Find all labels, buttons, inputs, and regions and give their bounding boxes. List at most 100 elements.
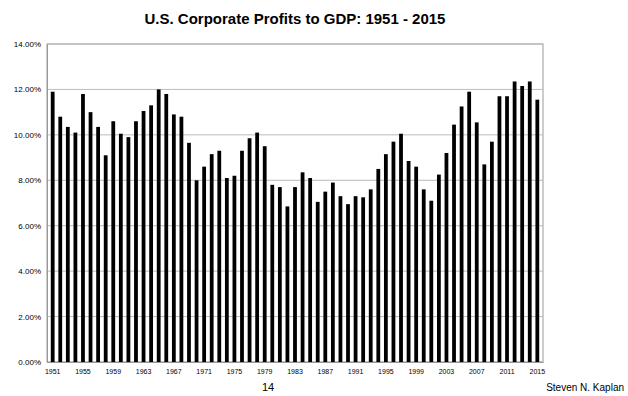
bar (172, 114, 176, 362)
bar (187, 143, 191, 362)
bar (513, 81, 517, 362)
bar (104, 155, 108, 362)
x-tick: 1955 (75, 362, 91, 375)
x-tick-label: 1951 (45, 368, 61, 375)
bar (498, 96, 502, 362)
y-tick: 14.00% (14, 40, 47, 49)
x-tick-label: 1971 (196, 368, 212, 375)
bar (293, 187, 297, 362)
bar (301, 172, 305, 362)
bar (66, 127, 70, 362)
bar (414, 167, 418, 362)
y-tick-label: 14.00% (14, 40, 41, 49)
bar (399, 134, 403, 362)
bar (51, 92, 55, 362)
x-tick-label: 2007 (469, 368, 485, 375)
x-tick-label: 1979 (257, 368, 273, 375)
x-tick-label: 2011 (499, 368, 514, 375)
x-tick-label: 1995 (378, 368, 394, 375)
bar (217, 151, 221, 362)
x-axis-line (48, 362, 544, 363)
bar (376, 169, 380, 362)
chart: U.S. Corporate Profits to GDP: 1951 - 20… (0, 0, 628, 396)
y-tick-label: 0.00% (18, 358, 41, 367)
bar (286, 206, 290, 362)
bar (233, 176, 237, 362)
bar (460, 106, 464, 362)
bar (96, 127, 100, 362)
bar (202, 167, 206, 362)
y-tick-label: 8.00% (18, 176, 41, 185)
annotation: Steven N. Kaplan (546, 382, 624, 393)
bar (475, 122, 479, 362)
bar (535, 100, 539, 362)
y-tick: 12.00% (14, 85, 47, 94)
bar (308, 178, 312, 362)
bar (74, 133, 78, 362)
y-tick: 6.00% (18, 222, 47, 231)
y-tick: 8.00% (18, 176, 47, 185)
bar (528, 81, 532, 362)
bar (149, 105, 153, 362)
y-tick: 0.00% (18, 358, 47, 367)
bar (339, 196, 343, 362)
bar (248, 138, 252, 362)
x-tick: 1971 (196, 362, 212, 375)
x-tick: 2007 (469, 362, 485, 375)
y-tick-label: 2.00% (18, 313, 41, 322)
bars (51, 81, 539, 362)
bar (437, 175, 441, 362)
bar (111, 121, 115, 362)
grid (47, 44, 543, 362)
y-tick: 10.00% (14, 131, 47, 140)
bar (323, 192, 327, 362)
x-tick-label: 1975 (227, 368, 243, 375)
bar (369, 189, 373, 362)
x-tick: 1963 (136, 362, 152, 375)
x-tick: 2015 (530, 362, 546, 375)
bar (354, 196, 358, 362)
bar (142, 111, 146, 362)
bar (270, 185, 274, 362)
bar (452, 125, 456, 362)
bar (255, 133, 259, 362)
x-tick-label: 1999 (408, 368, 424, 375)
grid-line (47, 89, 543, 90)
bar (210, 154, 214, 362)
annotation: 14 (262, 381, 274, 393)
bar (316, 202, 320, 362)
x-tick-label: 1963 (136, 368, 152, 375)
x-axis: 1951 1955 1959 1963 1967 1971 1975 1979 1983 1987… (45, 362, 545, 375)
bar (505, 96, 509, 362)
x-tick-label: 1983 (287, 368, 303, 375)
x-tick-label: 1967 (166, 368, 182, 375)
x-tick: 2011 (499, 362, 514, 375)
x-tick: 1991 (348, 362, 364, 375)
y-axis-line (47, 45, 48, 363)
bar (422, 189, 426, 362)
bar (240, 151, 244, 362)
y-tick: 2.00% (18, 313, 47, 322)
x-tick-label: 2003 (439, 368, 455, 375)
bar (361, 197, 365, 362)
y-tick-label: 10.00% (14, 131, 41, 140)
x-tick: 1987 (318, 362, 334, 375)
bar (407, 161, 411, 362)
bar (346, 204, 350, 362)
title: U.S. Corporate Profits to GDP: 1951 - 20… (145, 10, 446, 27)
plot-frame (47, 44, 543, 362)
bar (490, 142, 494, 362)
bar (89, 112, 93, 362)
bar (467, 92, 471, 362)
bar (384, 154, 388, 362)
x-tick-label: 2015 (530, 368, 546, 375)
x-tick-label: 1959 (105, 368, 121, 375)
x-tick-label: 1991 (348, 368, 364, 375)
bar (429, 201, 433, 362)
bar (392, 142, 396, 362)
x-tick: 1967 (166, 362, 182, 375)
bar (127, 137, 131, 362)
bar (119, 134, 123, 362)
y-tick-label: 6.00% (18, 222, 41, 231)
y-tick: 4.00% (18, 267, 47, 276)
